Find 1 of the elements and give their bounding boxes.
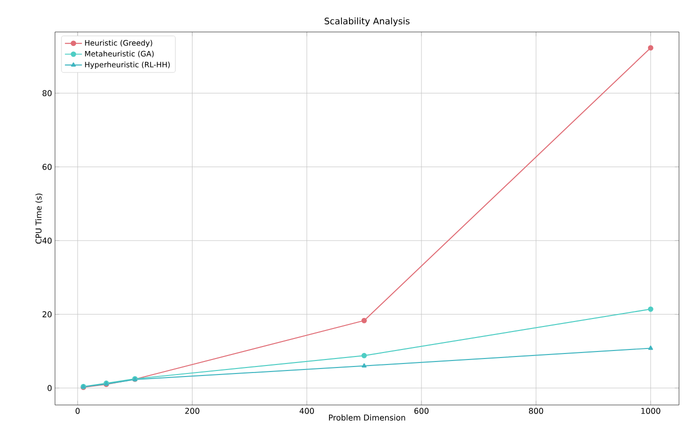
chart-title: Scalability Analysis bbox=[324, 17, 410, 26]
